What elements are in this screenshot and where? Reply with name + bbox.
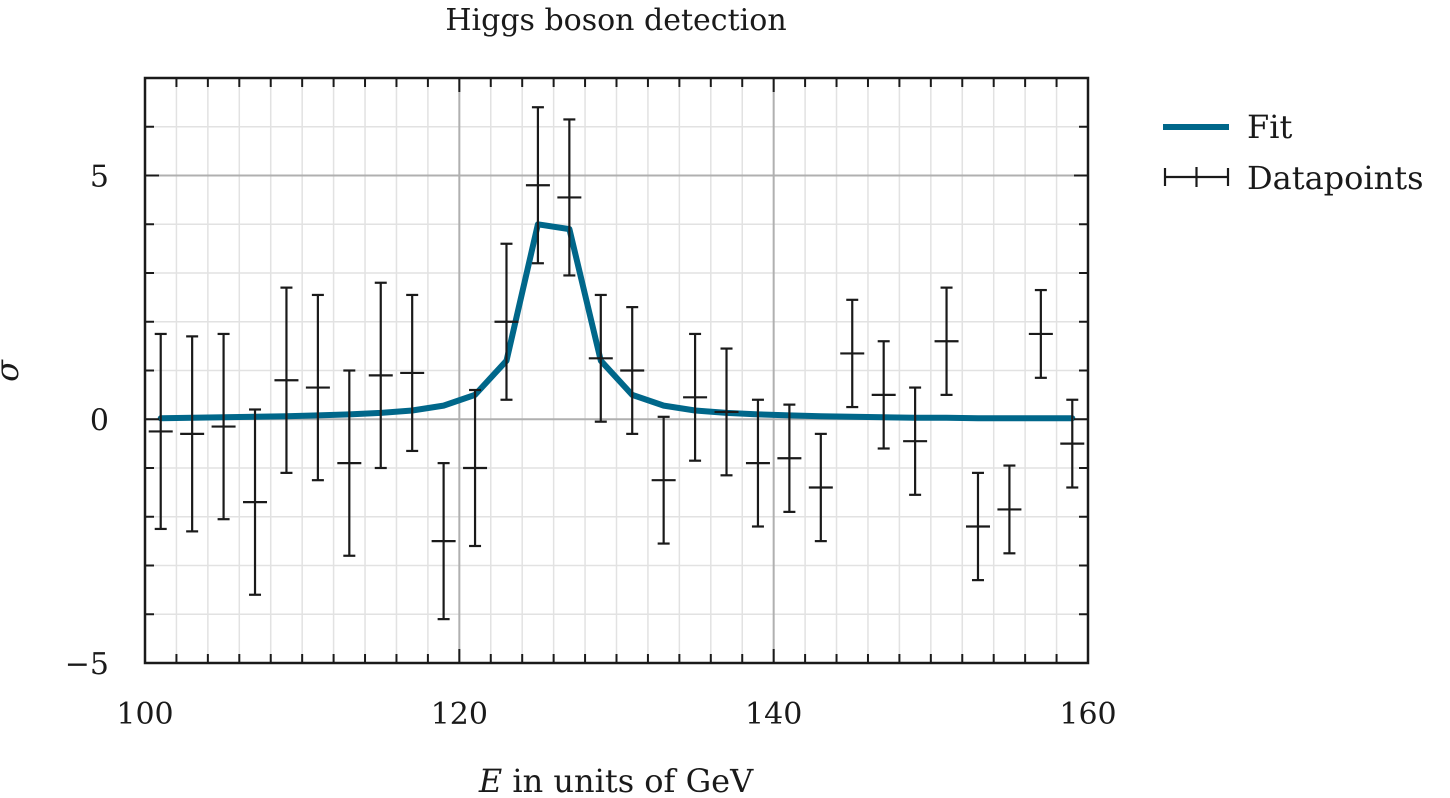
datapoints-series — [148, 106, 1085, 621]
x-tick-label: 140 — [745, 697, 802, 732]
datapoint — [714, 347, 739, 477]
datapoint — [871, 340, 896, 450]
legend-datapoints-swatch — [1163, 167, 1230, 187]
axis-ticks — [144, 77, 1089, 664]
datapoint — [305, 293, 330, 482]
datapoint — [400, 293, 425, 453]
x-tick-label: 160 — [1059, 697, 1116, 732]
datapoint — [211, 332, 236, 521]
x-tick-label: 100 — [116, 697, 173, 732]
datapoint — [180, 335, 205, 533]
datapoint — [494, 242, 519, 401]
datapoint — [997, 464, 1022, 555]
datapoint — [903, 386, 928, 496]
tick-labels: 100 120 140 160 −5 0 5 — [65, 160, 1117, 733]
datapoint — [431, 462, 456, 621]
datapoint — [934, 286, 959, 396]
datapoint — [525, 106, 550, 265]
datapoint — [274, 286, 299, 474]
datapoint — [965, 471, 990, 582]
chart-title: Higgs boson detection — [445, 3, 786, 38]
datapoint — [243, 408, 268, 596]
datapoint — [463, 388, 488, 548]
x-axis-label: E in units of GeV — [478, 762, 754, 798]
datapoint — [651, 415, 676, 545]
x-axis-label-text: in units of GeV — [502, 762, 754, 798]
datapoint — [1060, 398, 1085, 489]
datapoint — [840, 298, 865, 409]
y-tick-label: 5 — [90, 160, 109, 195]
datapoint — [368, 281, 393, 470]
datapoint — [1028, 288, 1053, 379]
y-tick-label: −5 — [65, 647, 109, 682]
datapoint — [808, 432, 833, 543]
x-axis-label-variable: E — [478, 762, 502, 798]
datapoint — [588, 293, 613, 423]
datapoint — [557, 118, 582, 277]
legend: Fit Datapoints — [1163, 108, 1424, 197]
datapoint — [683, 332, 708, 462]
legend-datapoints-label: Datapoints — [1247, 159, 1424, 197]
datapoint — [337, 369, 362, 557]
datapoint — [745, 398, 770, 528]
x-tick-label: 120 — [431, 697, 488, 732]
legend-fit-label: Fit — [1247, 108, 1292, 146]
fit-series — [157, 221, 1076, 422]
y-tick-label: 0 — [90, 403, 109, 438]
fit-line — [157, 221, 1076, 422]
y-axis-label: σ — [0, 359, 26, 382]
datapoint — [148, 332, 173, 531]
datapoint — [620, 306, 645, 435]
datapoint — [777, 403, 802, 513]
